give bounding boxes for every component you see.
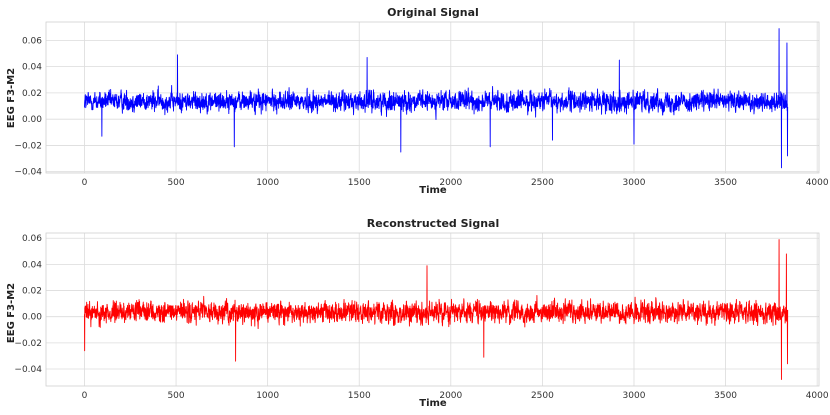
y-tick-label: −0.02: [14, 141, 42, 151]
y-tick-label: 0.04: [22, 63, 42, 73]
x-tick-label: 2500: [531, 178, 554, 188]
x-axis-label-reconstructed: Time: [419, 398, 447, 409]
y-tick-label: −0.04: [14, 168, 42, 178]
y-tick-label: 0.06: [22, 36, 42, 46]
y-ticks-original: −0.04 −0.02 0.00 0.02 0.04 0.06: [14, 36, 42, 177]
y-axis-label-reconstructed: EEG F3-M2: [6, 283, 17, 343]
x-tick-label: 4000: [806, 178, 829, 188]
y-tick-label: 0.02: [22, 287, 42, 297]
x-tick-label: 1500: [348, 391, 371, 401]
y-tick-label: 0.04: [22, 260, 42, 270]
x-tick-label: 3500: [714, 178, 737, 188]
plot-frame-original: [45, 21, 820, 174]
y-tick-label: 0.06: [22, 234, 42, 244]
x-tick-label: 2000: [439, 178, 462, 188]
chart-title-original: Original Signal: [387, 6, 479, 19]
y-tick-label: −0.02: [14, 339, 42, 349]
x-tick-label: 3000: [623, 391, 646, 401]
y-ticks-reconstructed: −0.04 −0.02 0.00 0.02 0.04 0.06: [14, 234, 42, 375]
x-tick-label: 3500: [714, 391, 737, 401]
x-tick-label: 3000: [623, 178, 646, 188]
x-tick-label: 2500: [531, 391, 554, 401]
y-axis-label-original: EEG F3-M2: [6, 68, 17, 128]
x-ticks-reconstructed: 0 500 1000 1500 2000 2500 3000 3500 4000: [82, 391, 829, 401]
x-tick-label: 0: [82, 178, 88, 188]
series-line-original-signal: [84, 28, 789, 169]
x-axis-label-original: Time: [419, 185, 447, 196]
chart-title-reconstructed: Reconstructed Signal: [367, 217, 499, 230]
x-tick-label: 2000: [439, 391, 462, 401]
x-tick-label: 1500: [348, 178, 371, 188]
plot-frame-reconstructed: [45, 232, 820, 387]
grid-original: [46, 22, 819, 173]
x-tick-label: 500: [167, 391, 184, 401]
x-tick-label: 1000: [256, 178, 279, 188]
x-tick-label: 500: [167, 178, 184, 188]
x-tick-label: 1000: [256, 391, 279, 401]
panel-reconstructed: Reconstructed Signal Time EEG F3-M2 0 500…: [6, 217, 829, 409]
series-line-reconstructed-signal: [84, 239, 789, 380]
x-tick-label: 0: [82, 391, 88, 401]
panel-original: Original Signal Time EEG F3-M2 0 500 1000 1…: [6, 6, 829, 196]
x-tick-label: 4000: [806, 391, 829, 401]
y-tick-label: 0.02: [22, 89, 42, 99]
y-tick-label: 0.00: [22, 313, 42, 323]
x-ticks-original: 0 500 1000 1500 2000 2500 3000 3500 4000: [82, 178, 829, 188]
y-tick-label: 0.00: [22, 115, 42, 125]
y-tick-label: −0.04: [14, 365, 42, 375]
